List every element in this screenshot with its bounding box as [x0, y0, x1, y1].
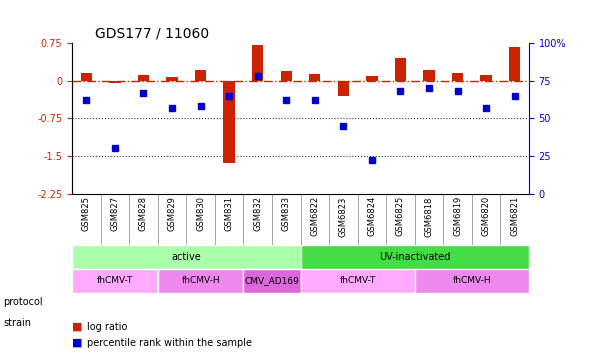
Text: active: active	[171, 252, 201, 262]
FancyBboxPatch shape	[157, 269, 243, 293]
Text: GSM829: GSM829	[168, 196, 177, 231]
Bar	[281, 71, 292, 81]
Text: GSM6821: GSM6821	[510, 196, 519, 236]
Text: fhCMV-H: fhCMV-H	[182, 276, 220, 285]
Text: fhCMV-T: fhCMV-T	[340, 276, 376, 285]
Text: CMV_AD169: CMV_AD169	[245, 276, 299, 285]
Text: GSM832: GSM832	[253, 196, 262, 231]
FancyBboxPatch shape	[415, 269, 529, 293]
Text: GSM6822: GSM6822	[310, 196, 319, 236]
Text: GSM827: GSM827	[111, 196, 120, 231]
FancyBboxPatch shape	[72, 245, 300, 269]
Bar	[224, 81, 235, 82]
Text: UV-inactivated: UV-inactivated	[379, 252, 450, 262]
Text: GSM830: GSM830	[196, 196, 205, 231]
Bar	[252, 45, 263, 81]
Bar	[309, 74, 320, 81]
Text: ■: ■	[72, 322, 82, 332]
Text: GSM831: GSM831	[225, 196, 234, 231]
Bar	[423, 70, 435, 81]
FancyBboxPatch shape	[243, 269, 300, 293]
Text: protocol: protocol	[3, 297, 43, 307]
Bar	[138, 75, 149, 81]
Text: fhCMV-T: fhCMV-T	[97, 276, 133, 285]
Text: GSM6824: GSM6824	[367, 196, 376, 236]
Bar	[81, 73, 92, 81]
Text: GSM828: GSM828	[139, 196, 148, 231]
FancyBboxPatch shape	[300, 245, 529, 269]
Bar	[338, 81, 349, 96]
Text: GSM6818: GSM6818	[424, 196, 433, 237]
Bar	[109, 81, 121, 83]
FancyBboxPatch shape	[72, 269, 157, 293]
Text: GSM6825: GSM6825	[396, 196, 405, 236]
Bar	[366, 76, 377, 81]
Bar	[480, 75, 492, 81]
Bar	[395, 58, 406, 81]
Text: ■: ■	[72, 338, 82, 348]
FancyBboxPatch shape	[300, 269, 415, 293]
Bar	[509, 47, 520, 81]
Text: percentile rank within the sample: percentile rank within the sample	[87, 338, 252, 348]
Text: GSM6820: GSM6820	[481, 196, 490, 236]
Text: GSM825: GSM825	[82, 196, 91, 231]
Text: GSM833: GSM833	[282, 196, 291, 231]
Bar	[195, 70, 206, 81]
Text: GSM6823: GSM6823	[339, 196, 348, 237]
Text: log ratio: log ratio	[87, 322, 127, 332]
Text: strain: strain	[3, 318, 31, 328]
Text: GSM6819: GSM6819	[453, 196, 462, 236]
Text: fhCMV-H: fhCMV-H	[453, 276, 491, 285]
Bar	[166, 77, 178, 81]
Text: GDS177 / 11060: GDS177 / 11060	[95, 26, 209, 40]
Bar	[224, 81, 235, 164]
Bar	[452, 73, 463, 81]
